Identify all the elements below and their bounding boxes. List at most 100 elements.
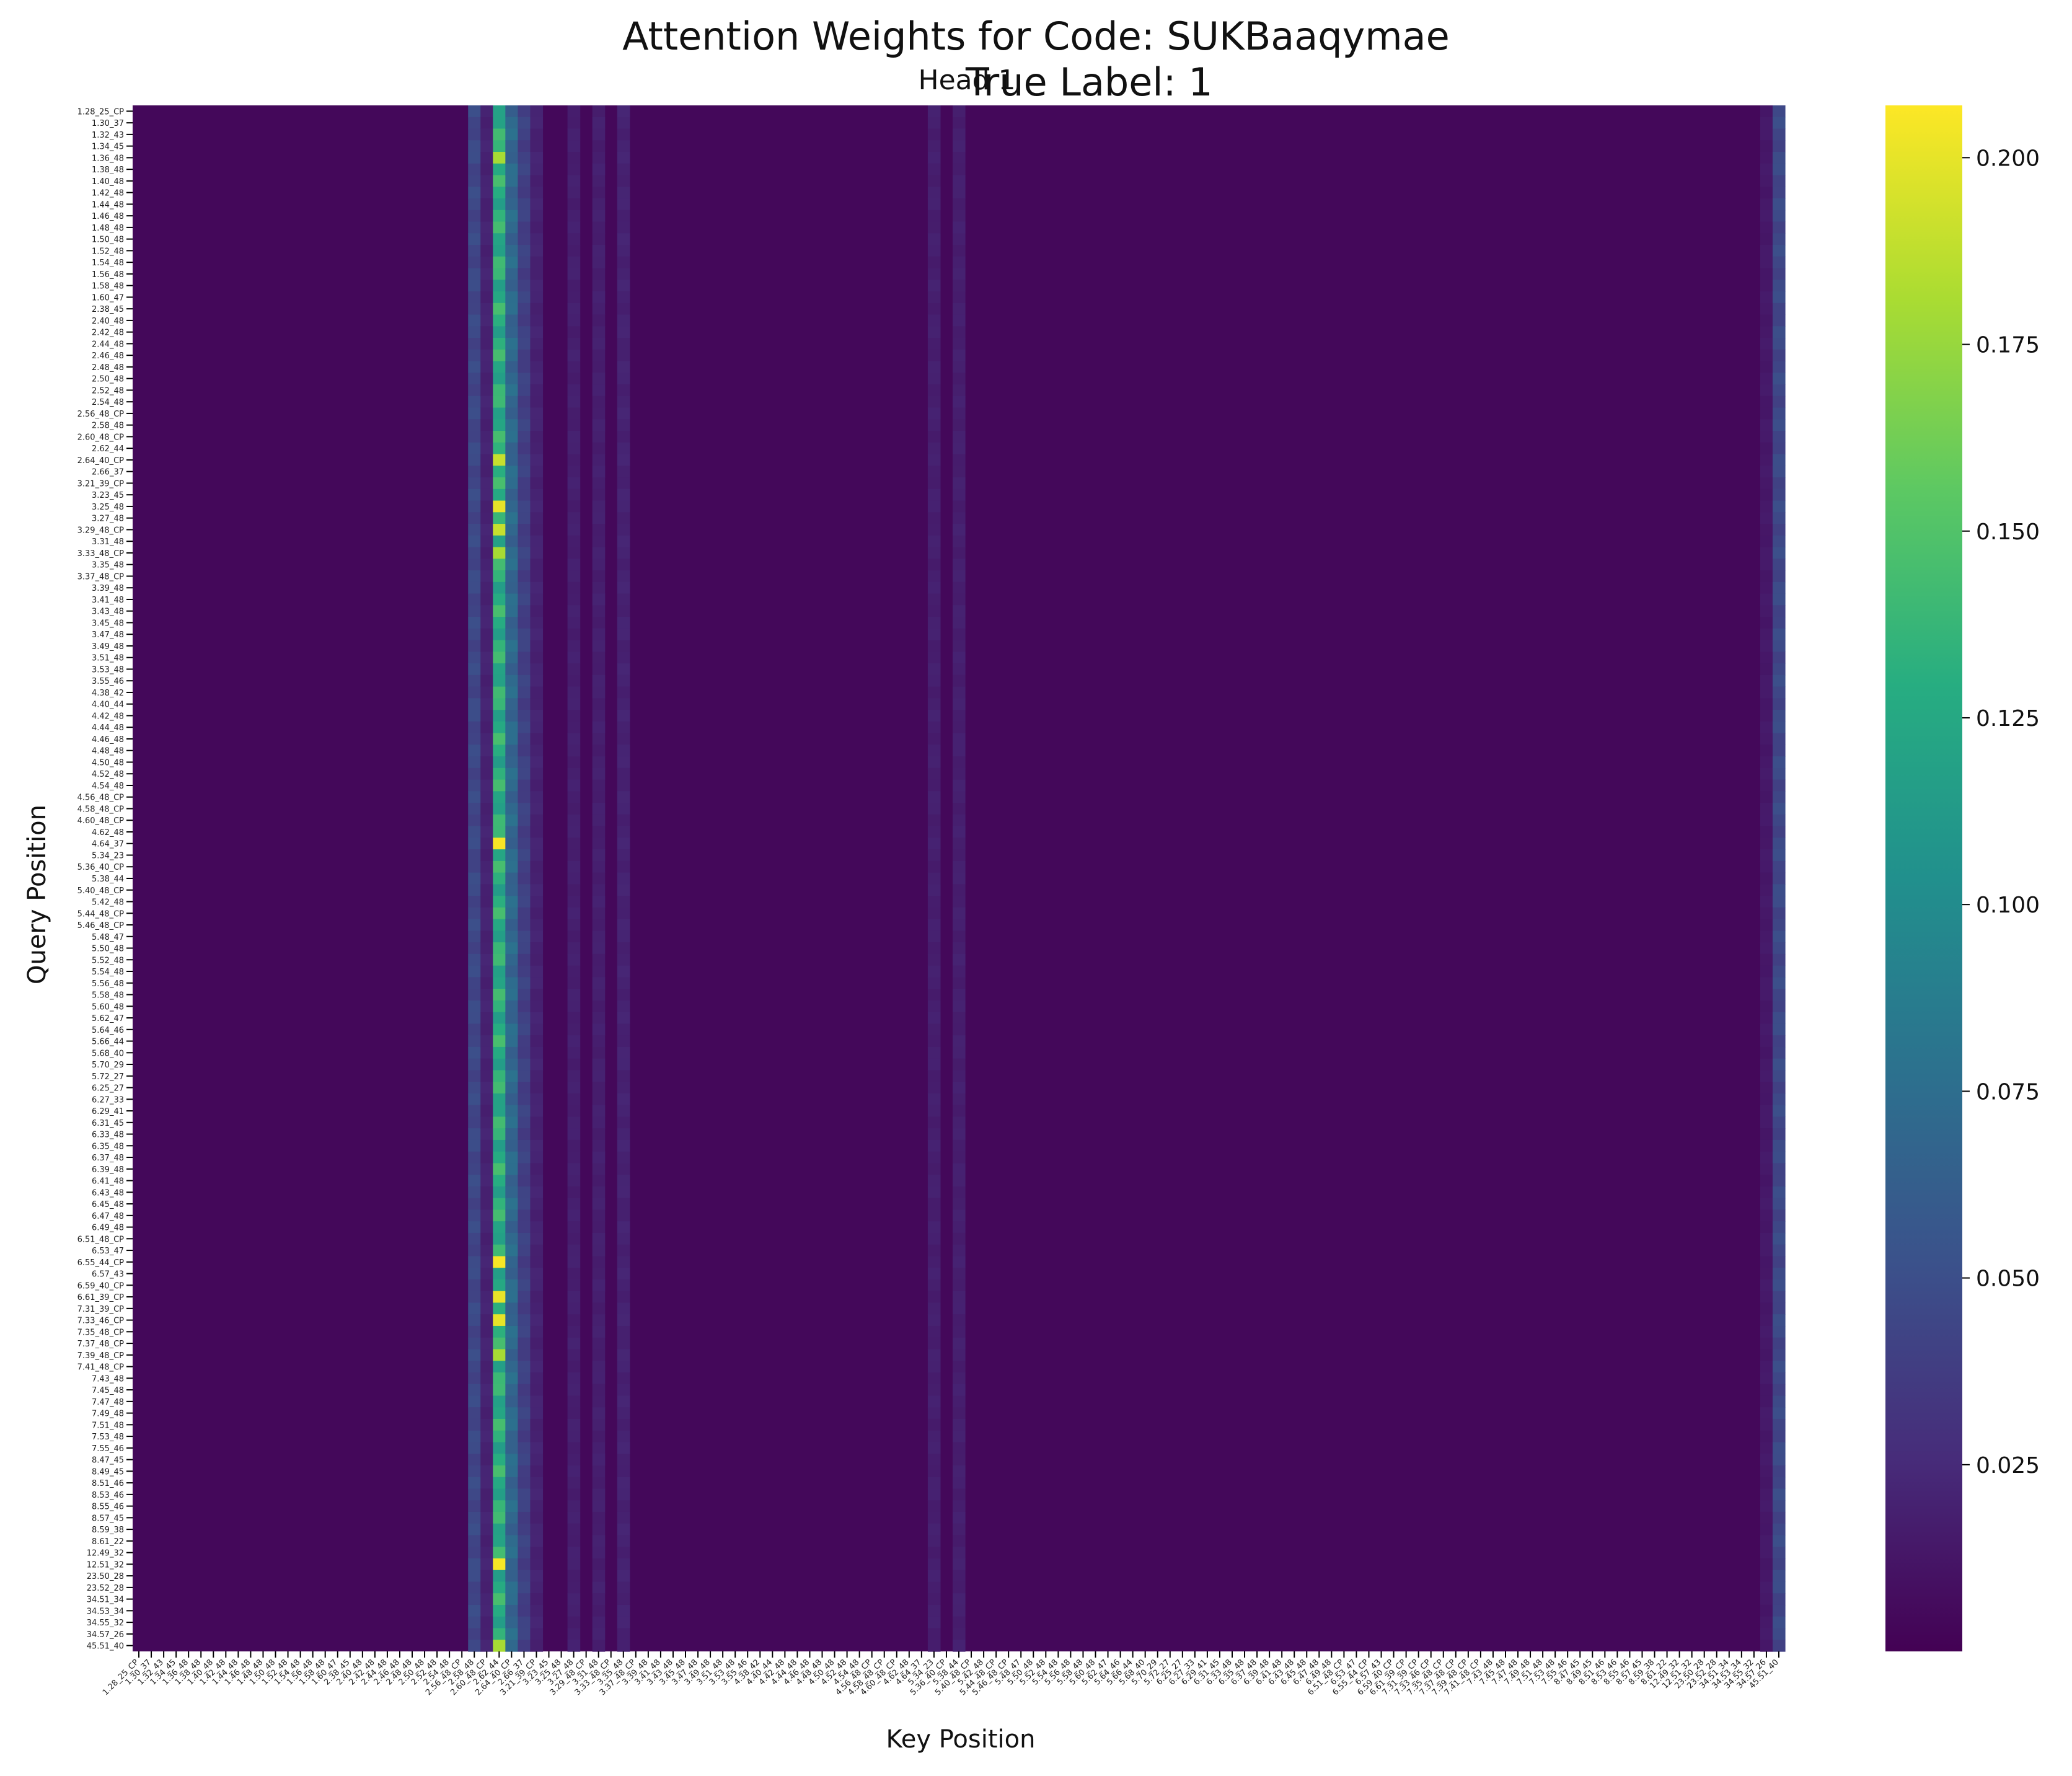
heatmap-cell <box>530 837 544 850</box>
heatmap-cell <box>505 187 518 199</box>
heatmap-cell <box>1772 1511 1786 1524</box>
heatmap-cell <box>1760 674 1773 687</box>
heatmap-cell <box>468 1384 481 1397</box>
heatmap-cell <box>567 581 581 594</box>
heatmap-cell <box>1772 1500 1786 1513</box>
y-tick-label: 1.60_47 <box>92 293 124 303</box>
heatmap-cell <box>952 826 966 838</box>
heatmap-cell <box>617 210 630 223</box>
heatmap-cell <box>952 477 966 490</box>
heatmap-cell <box>927 547 941 559</box>
heatmap-cell <box>468 1349 481 1361</box>
heatmap-cell <box>480 849 493 862</box>
heatmap-cell <box>493 663 506 676</box>
heatmap-cell <box>493 373 506 385</box>
heatmap-cell <box>530 814 544 827</box>
heatmap-cell <box>1760 326 1773 338</box>
heatmap-cell <box>518 733 531 745</box>
heatmap-cell <box>617 1361 630 1373</box>
y-tick-label: 4.50_48 <box>92 758 124 767</box>
heatmap-cell <box>480 454 493 466</box>
heatmap-cell <box>518 395 531 409</box>
heatmap-cell <box>493 187 506 199</box>
y-tick-label: 5.70_29 <box>92 1061 124 1070</box>
heatmap-cell <box>1760 280 1773 292</box>
heatmap-cell <box>592 652 606 664</box>
heatmap-cell <box>480 1384 493 1397</box>
heatmap-cell <box>1772 419 1786 431</box>
heatmap-cell <box>567 686 581 699</box>
heatmap-cell <box>493 1488 506 1501</box>
heatmap-cell <box>505 1349 518 1361</box>
heatmap-cell <box>530 1628 544 1640</box>
heatmap-cell <box>530 710 544 722</box>
heatmap-cell <box>505 1337 518 1350</box>
heatmap-cell <box>617 1372 630 1385</box>
heatmap-cell <box>505 419 518 431</box>
heatmap-cell <box>1772 1105 1786 1118</box>
heatmap-cell <box>505 1511 518 1524</box>
heatmap-cell <box>1772 1023 1786 1036</box>
heatmap-cell <box>617 744 630 757</box>
heatmap-cell <box>468 581 481 594</box>
heatmap-cell <box>927 407 941 420</box>
heatmap-cell <box>505 175 518 187</box>
heatmap-cell <box>468 1058 481 1071</box>
heatmap-cell <box>1760 860 1773 873</box>
y-tick-label: 1.32_43 <box>92 131 124 140</box>
heatmap-cell <box>1772 535 1786 548</box>
heatmap-cell <box>592 896 606 908</box>
heatmap-cell <box>468 163 481 176</box>
heatmap-cell <box>1760 488 1773 501</box>
heatmap-cell <box>592 698 606 710</box>
heatmap-cell <box>617 1221 630 1234</box>
heatmap-cell <box>530 652 544 664</box>
heatmap-cell <box>952 268 966 280</box>
heatmap-cell <box>518 303 531 316</box>
heatmap-cell <box>480 187 493 199</box>
heatmap-cell <box>1760 1465 1773 1478</box>
heatmap-cell <box>592 849 606 862</box>
heatmap-cell <box>952 326 966 338</box>
heatmap-cell <box>567 1093 581 1106</box>
heatmap-cell <box>952 779 966 792</box>
heatmap-tick-labels: 1.28_25_CP1.30_371.32_431.34_451.36_481.… <box>77 107 1781 1697</box>
heatmap-cell <box>592 884 606 896</box>
heatmap-cell <box>493 488 506 501</box>
colorbar-tick-label: 0.100 <box>1976 893 2040 918</box>
heatmap-cell <box>480 942 493 955</box>
heatmap-cell <box>592 1198 606 1211</box>
heatmap-cell <box>927 1407 941 1420</box>
y-tick-label: 8.51_46 <box>92 1479 124 1488</box>
y-tick-label: 3.51_48 <box>92 654 124 663</box>
heatmap-cell <box>518 1035 531 1048</box>
heatmap-cell <box>592 1256 606 1268</box>
heatmap-cell <box>493 1279 506 1292</box>
heatmap-cell <box>468 512 481 524</box>
heatmap-cell <box>952 1198 966 1211</box>
heatmap-cell <box>468 791 481 803</box>
heatmap-cell <box>493 1581 506 1594</box>
y-tick-label: 12.51_32 <box>87 1560 124 1570</box>
heatmap-cell <box>952 1523 966 1536</box>
heatmap-cell <box>592 1349 606 1361</box>
y-tick-label: 7.47_48 <box>92 1398 124 1407</box>
heatmap-cell <box>592 1046 606 1059</box>
y-tick-label: 5.56_48 <box>92 979 124 989</box>
heatmap-cell <box>530 1349 544 1361</box>
heatmap-cell <box>505 349 518 362</box>
heatmap-cell <box>1772 349 1786 362</box>
heatmap-cell <box>567 1640 581 1652</box>
heatmap-cell <box>480 477 493 490</box>
heatmap-cell <box>592 1105 606 1118</box>
heatmap-cell <box>480 1349 493 1361</box>
heatmap-cell <box>952 1640 966 1652</box>
heatmap-cell <box>493 803 506 815</box>
y-tick-label: 2.40_48 <box>92 317 124 326</box>
heatmap-cell <box>927 419 941 431</box>
heatmap-cell <box>567 907 581 920</box>
heatmap-cell <box>505 930 518 943</box>
y-tick-label: 5.50_48 <box>92 945 124 954</box>
heatmap-cell <box>480 1535 493 1547</box>
heatmap-cell <box>505 256 518 269</box>
